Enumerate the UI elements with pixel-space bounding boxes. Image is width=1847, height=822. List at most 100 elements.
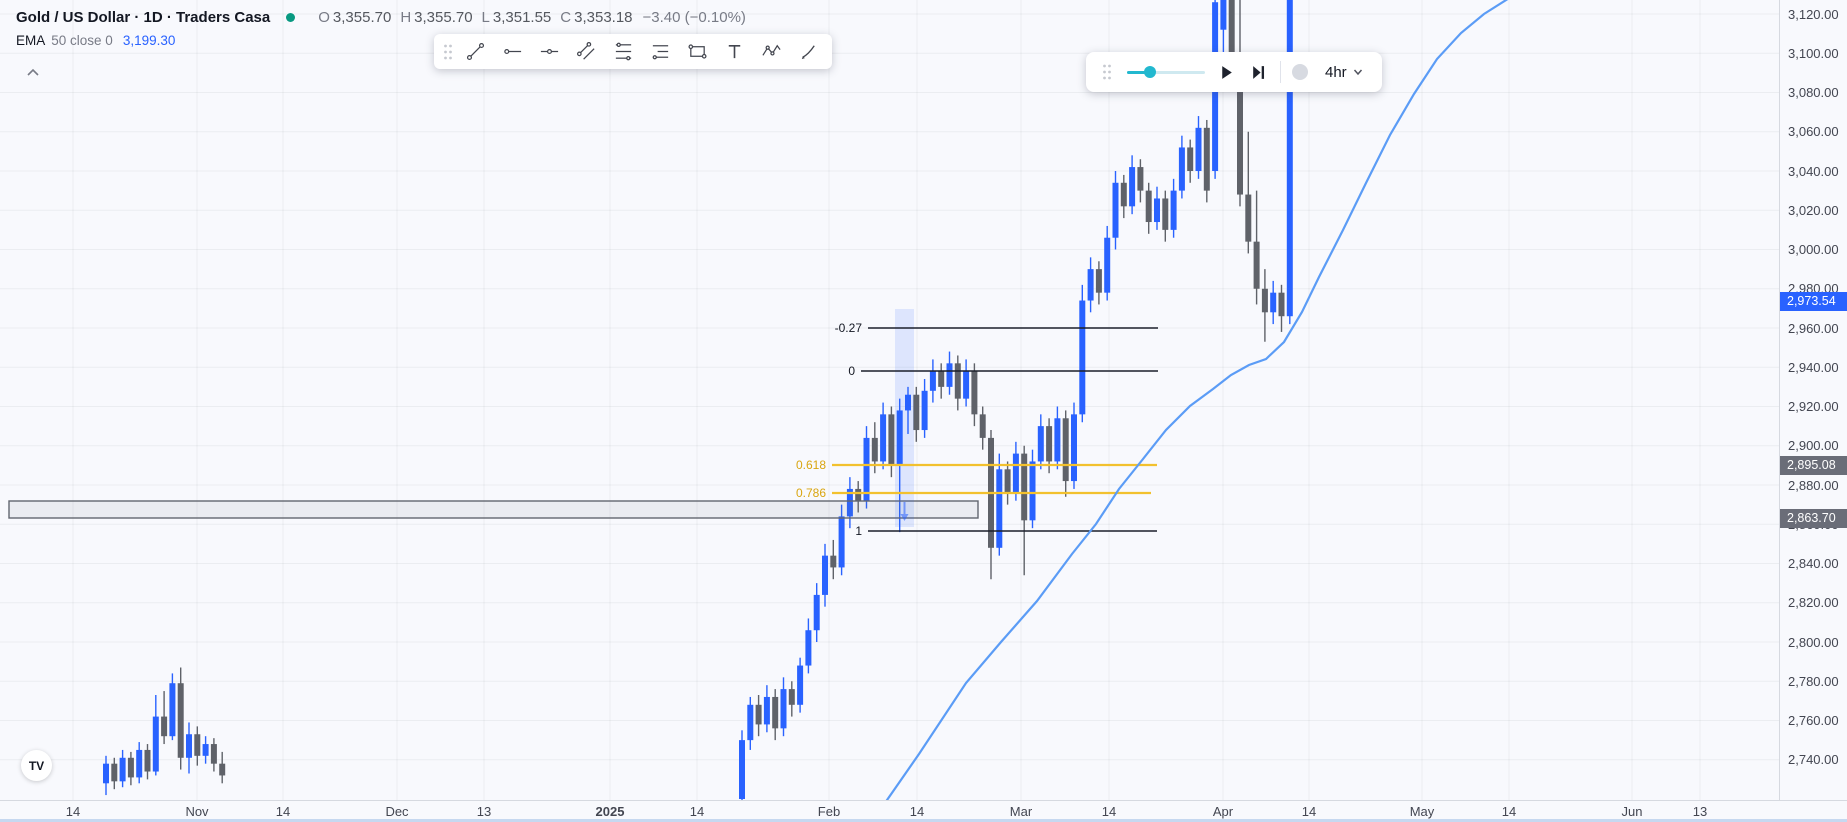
ohlc-low-value: 3,351.55 [492, 9, 552, 26]
candle [938, 363, 945, 399]
price-axis-label: 2,760.00 [1788, 713, 1839, 728]
time-axis-label: Apr [1212, 804, 1234, 819]
candle [1054, 406, 1061, 470]
symbol-title[interactable]: Gold / US Dollar · 1D · Traders Casa [16, 9, 271, 26]
play-button[interactable] [1216, 62, 1237, 83]
brush-tool-button[interactable] [790, 34, 827, 69]
candle [838, 504, 845, 576]
replay-interval-value: 4hr [1325, 63, 1347, 81]
price-axis-label: 2,900.00 [1788, 438, 1839, 454]
fib-extension-icon [652, 45, 669, 60]
symbol-header: Gold / US Dollar · 1D · Traders Casa O 3… [16, 9, 746, 76]
time-axis-label: 14 [689, 804, 705, 819]
bottom-edge-strip [0, 819, 1847, 822]
play-icon [1222, 65, 1232, 79]
skip-forward-button[interactable] [1248, 62, 1269, 83]
candle [763, 685, 770, 733]
toolbar-divider [1280, 61, 1281, 83]
fib-extension-tool-button[interactable] [642, 34, 679, 69]
time-axis-label: 14 [909, 804, 925, 819]
replay-drag-handle[interactable] [1098, 55, 1116, 90]
chart-canvas[interactable]: -0.27 0 0.618 0.786 1 [0, 0, 1779, 800]
price-axis-label: 2,780.00 [1788, 673, 1839, 689]
candle [913, 386, 920, 442]
ohlc-close-label: C [560, 9, 572, 26]
time-axis-label: Nov [185, 804, 209, 819]
price-axis-label: 3,000.00 [1788, 242, 1839, 257]
ohlc-high-value: 3,355.70 [414, 9, 473, 26]
trend-line-tool-button[interactable] [457, 34, 494, 69]
chevron-up-icon [27, 68, 39, 76]
fib-level-label: 1 [855, 524, 862, 538]
price-axis-label: 2,840.00 [1788, 556, 1839, 571]
text-tool-button[interactable] [716, 34, 753, 69]
fib-retracement-icon [615, 42, 632, 61]
time-axis[interactable]: 14 Nov 14 Dec 13 2025 14 Feb 14 Mar 14 Apr 14 May 14 Ju… [0, 800, 1847, 822]
candle [813, 583, 820, 642]
price-axis[interactable]: 3,120.00 3,100.00 3,080.00 3,060.00 3,040.00… [1779, 0, 1847, 800]
ohlc-low-label: L [481, 9, 490, 26]
candle [1154, 186, 1160, 230]
pattern-tool-button[interactable] [753, 34, 790, 69]
fib-level-label: 0.786 [796, 486, 826, 500]
candle [1029, 449, 1036, 529]
candle [822, 543, 828, 607]
arrow-down-marker[interactable] [900, 502, 909, 521]
price-badge: 2,973.54 [1780, 291, 1847, 311]
toolbar-drag-handle[interactable] [439, 34, 457, 69]
candle [780, 677, 787, 737]
record-dot-button[interactable] [1292, 64, 1308, 80]
candle [1203, 119, 1210, 203]
candle [161, 691, 168, 745]
candlestick-series [103, 0, 1293, 800]
candle [111, 757, 118, 790]
candle [863, 426, 870, 509]
candle [739, 730, 745, 800]
tradingview-logo[interactable]: TV [21, 750, 52, 781]
candle [1261, 269, 1268, 342]
time-axis-label: Dec [385, 804, 409, 819]
demand-zone-box[interactable] [8, 500, 979, 519]
candle [1079, 284, 1086, 423]
candle [152, 694, 159, 776]
trend-line-icon [466, 42, 485, 61]
pattern-icon [762, 44, 781, 56]
candle [979, 406, 986, 450]
collapse-legend-button[interactable] [22, 61, 44, 84]
replay-speed-slider[interactable] [1127, 64, 1205, 80]
candle [1170, 178, 1177, 238]
price-axis-label: 2,820.00 [1788, 595, 1839, 611]
horizontal-line-tool-button[interactable] [531, 34, 568, 69]
skip-forward-icon [1253, 65, 1265, 79]
candle [772, 689, 779, 741]
replay-toolbar: 4hr [1086, 52, 1382, 92]
chevron-down-icon [1353, 69, 1362, 76]
candle [830, 539, 837, 580]
tradingview-logo-glyph: TV [28, 758, 45, 773]
market-status-dot[interactable] [286, 13, 296, 22]
ema-line [885, 0, 1509, 800]
indicator-legend[interactable]: EMA 50 close 0 3,199.30 [16, 33, 746, 48]
candle [186, 722, 192, 774]
candle [1012, 441, 1019, 501]
price-badge: 2,863.70 [1780, 508, 1847, 528]
price-axis-label: 2,880.00 [1788, 477, 1839, 493]
slider-knob[interactable] [1144, 66, 1157, 78]
indicator-name: EMA [16, 33, 46, 48]
fib-retracement-tool-button[interactable] [605, 34, 642, 69]
replay-interval-dropdown[interactable]: 4hr [1319, 63, 1370, 82]
rectangle-icon [688, 44, 707, 59]
highlight-band[interactable] [895, 309, 914, 527]
candle [1021, 445, 1028, 576]
rectangle-tool-button[interactable] [679, 34, 716, 69]
gridlines [0, 0, 1779, 800]
ray-tool-button[interactable] [494, 34, 531, 69]
candle [1145, 182, 1152, 234]
candle [202, 736, 209, 764]
candle [1087, 257, 1094, 313]
time-axis-label: 14 [1301, 804, 1317, 819]
candle [996, 453, 1003, 556]
price-axis-label: 2,940.00 [1788, 359, 1839, 375]
parallel-channel-tool-button[interactable] [568, 34, 605, 69]
